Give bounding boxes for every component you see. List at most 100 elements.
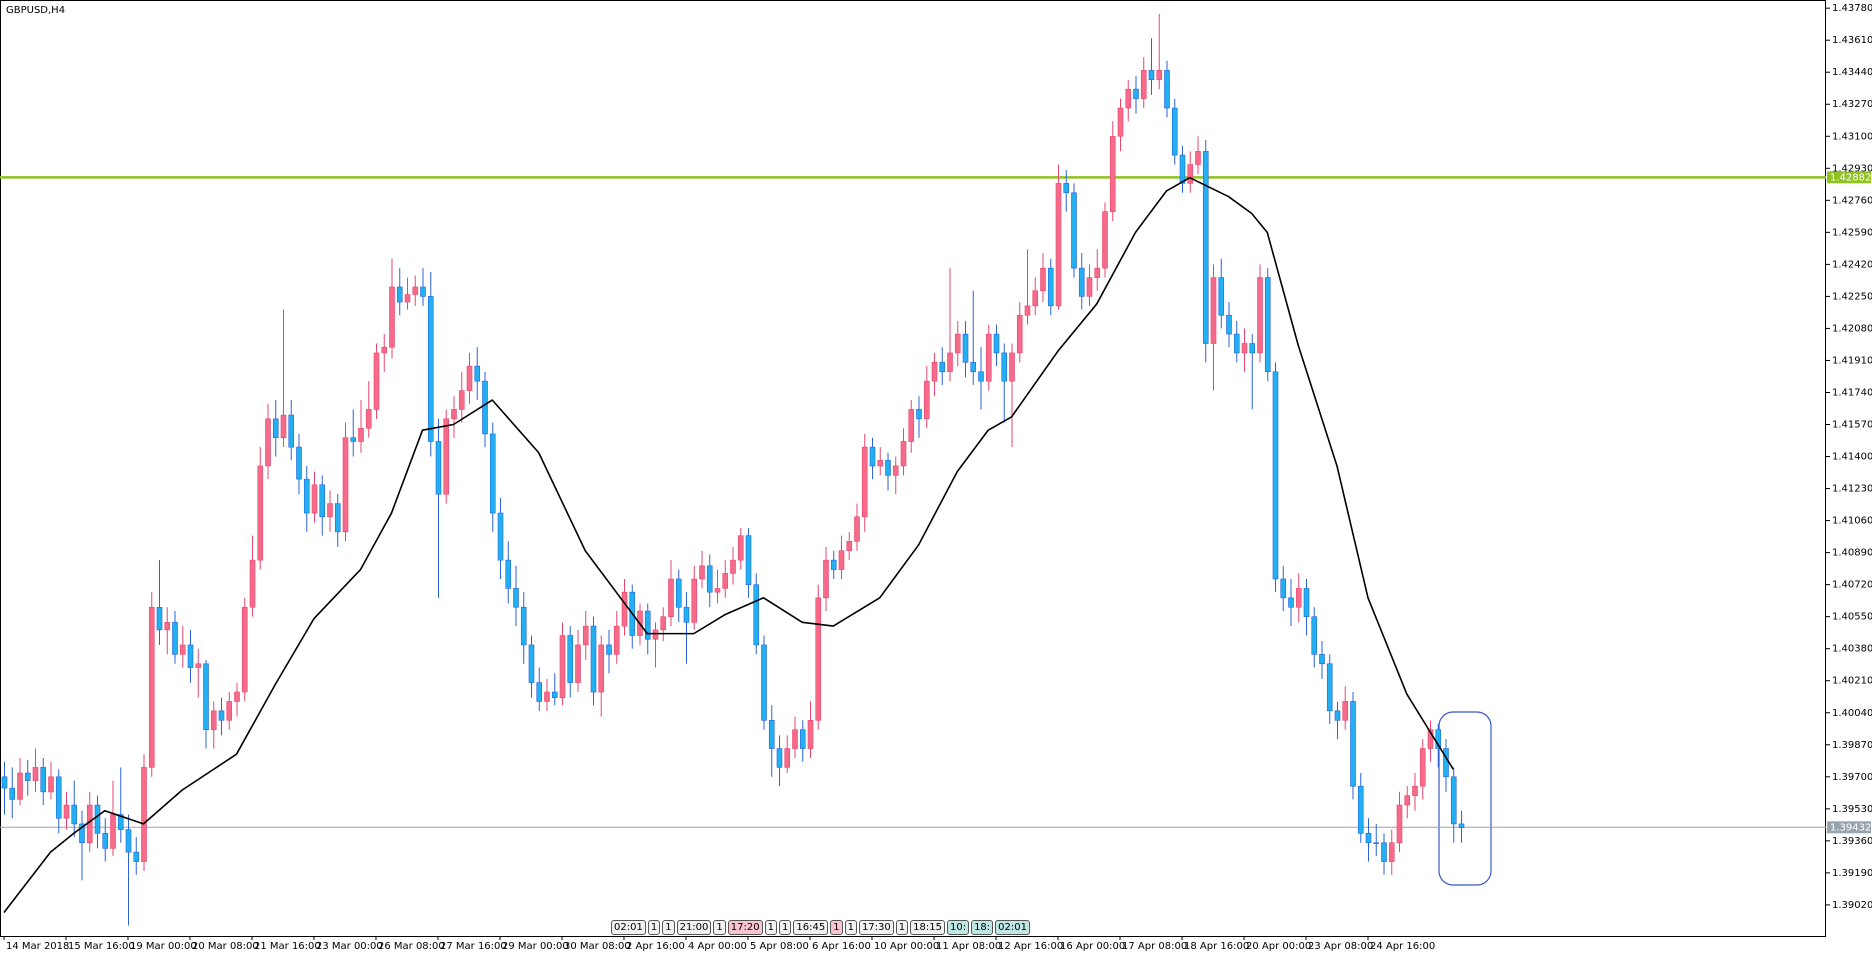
y-tick-label: 1.42250 — [1832, 291, 1872, 302]
x-tick-label: 15 Mar 16:00 — [68, 941, 135, 952]
candle-body — [683, 606, 690, 623]
candle-body — [1334, 710, 1341, 721]
y-tick-label: 1.40720 — [1832, 580, 1872, 591]
time-marker: 1 — [764, 920, 777, 935]
candle-body — [606, 644, 612, 655]
chart-title: GBPUSD,H4 — [6, 5, 65, 16]
time-marker: 1 — [778, 920, 792, 935]
candle-body — [699, 565, 705, 580]
candle-body — [846, 541, 853, 552]
time-marker: 1 — [713, 920, 726, 935]
time-marker: 02:01 — [611, 920, 646, 935]
candle-body — [218, 710, 225, 721]
candle-body — [1016, 314, 1023, 354]
candle-body — [1241, 343, 1248, 354]
candle-body — [1264, 277, 1271, 373]
candle-body — [675, 578, 682, 608]
candle-body — [776, 748, 783, 768]
candle-body — [544, 691, 550, 702]
candle-body — [1295, 588, 1302, 608]
candle-body — [404, 294, 411, 303]
candle-body — [1125, 88, 1132, 109]
candle-body — [900, 441, 907, 467]
candle-body — [412, 286, 419, 295]
x-tick-label: 21 Mar 16:00 — [254, 941, 321, 952]
candle-body — [257, 465, 264, 561]
x-tick-label: 24 Apr 16:00 — [1370, 941, 1435, 952]
time-marker: 18: — [971, 920, 994, 935]
time-marker: 10: — [946, 920, 970, 935]
candle-body — [1280, 578, 1287, 599]
candle-body — [830, 559, 837, 570]
y-tick-label: 1.42760 — [1832, 195, 1872, 206]
candle-body — [110, 814, 116, 849]
candle-body — [916, 409, 922, 420]
x-tick-label: 6 Apr 16:00 — [812, 941, 871, 952]
candle-body — [1443, 748, 1449, 778]
candle-body — [652, 629, 659, 640]
candle-body — [133, 851, 140, 862]
x-tick-label: 30 Mar 08:00 — [564, 941, 631, 952]
candle-body — [125, 829, 132, 853]
candle-body — [807, 719, 814, 749]
candle-body — [908, 409, 915, 442]
candle-body — [272, 418, 279, 438]
candle-body — [551, 691, 558, 698]
candle-body — [350, 437, 357, 442]
candle-body — [1419, 748, 1426, 787]
candle-body — [1326, 663, 1333, 712]
candle-body — [714, 588, 721, 593]
candle-body — [1133, 88, 1139, 99]
candle-body — [1148, 70, 1155, 81]
y-tick-label: 1.43610 — [1832, 35, 1872, 46]
x-tick-label: 18 Apr 16:00 — [1184, 941, 1249, 952]
x-tick-label: 11 Apr 08:00 — [936, 941, 1001, 952]
y-tick-label: 1.39870 — [1832, 740, 1872, 751]
candle-body — [55, 776, 62, 819]
candle-body — [1412, 785, 1418, 796]
time-markers: 02:01 1 1 21:00 1 17:20 1 1 16:45 1 1 17:30 1 18:15 10… — [611, 920, 1030, 935]
candle-body — [737, 535, 744, 561]
y-tick-label: 1.39530 — [1832, 804, 1872, 815]
y-tick-label: 1.41230 — [1832, 484, 1872, 495]
candle-body — [621, 591, 628, 627]
y-tick-label: 1.40210 — [1832, 676, 1872, 687]
candle-body — [954, 333, 961, 354]
price-level-tag — [1827, 171, 1871, 184]
candle-body — [195, 663, 202, 668]
x-tick-label: 19 Mar 00:00 — [130, 941, 197, 952]
y-tick-label: 1.42080 — [1832, 323, 1872, 334]
candle-body — [420, 286, 426, 297]
candle-body — [1202, 151, 1209, 344]
candle-body — [1272, 371, 1279, 580]
candle-body — [660, 616, 667, 631]
candle-body — [358, 427, 364, 442]
candle-body — [613, 625, 620, 655]
candle-body — [536, 682, 543, 702]
candle-body — [861, 446, 868, 518]
x-tick-label: 14 Mar 2018 — [6, 941, 69, 952]
candle-body — [443, 418, 450, 495]
candle-body — [947, 352, 953, 373]
candle-body — [1365, 833, 1372, 844]
candle-body — [117, 814, 124, 830]
y-tick-label: 1.39360 — [1832, 836, 1872, 847]
candle-body — [226, 701, 233, 721]
highlight-box — [1438, 711, 1492, 886]
candle-body — [1164, 70, 1170, 109]
y-tick-label: 1.40890 — [1832, 548, 1872, 559]
candle-body — [1342, 701, 1349, 721]
time-marker: 1 — [895, 920, 909, 935]
candle-body — [489, 433, 496, 514]
candle-body — [838, 550, 845, 570]
candle-body — [1032, 290, 1039, 307]
candle-body — [1435, 729, 1442, 749]
candle-body — [102, 833, 109, 849]
candle-body — [706, 565, 713, 593]
x-tick-label: 23 Apr 08:00 — [1308, 941, 1373, 952]
candle-body — [303, 478, 310, 514]
y-tick-label: 1.41400 — [1832, 452, 1872, 463]
candle-body — [141, 767, 147, 862]
y-tick-label: 1.40380 — [1832, 644, 1872, 655]
